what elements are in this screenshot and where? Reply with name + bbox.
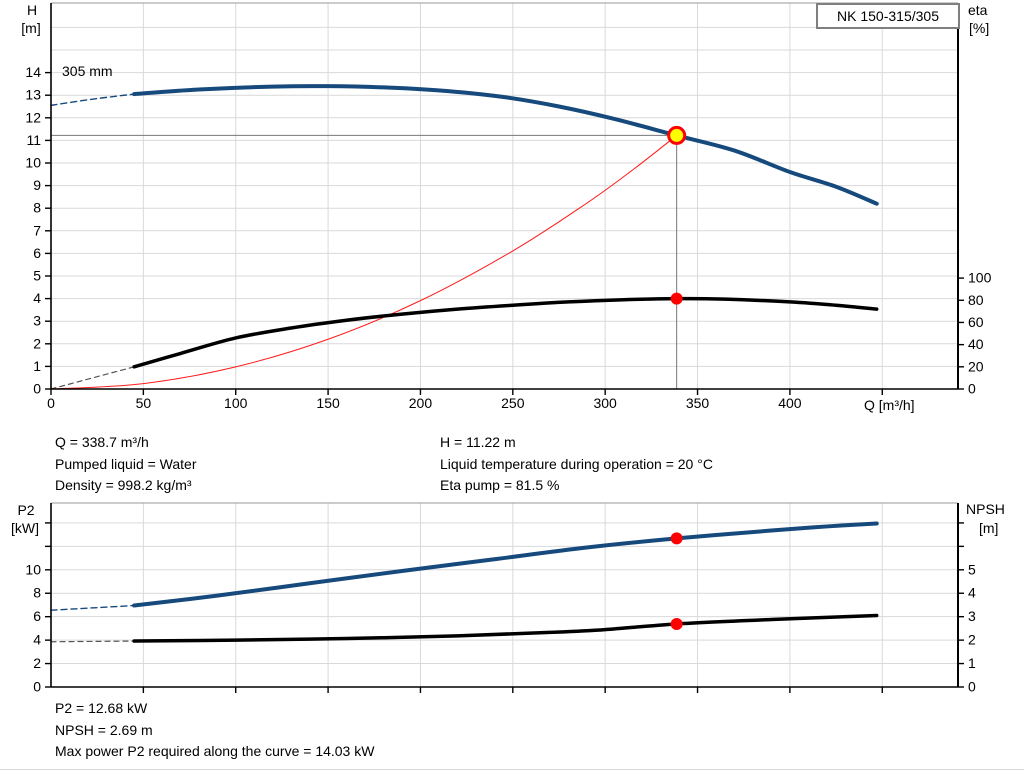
impeller-diameter-label: 305 mm	[62, 63, 113, 79]
tick-label: 3	[33, 313, 41, 329]
npsh-axis-unit: [m]	[979, 520, 999, 536]
tick-label: 0	[968, 381, 976, 397]
tick-label: 2	[33, 335, 41, 351]
eta-axis-unit: [%]	[969, 20, 990, 36]
tick-label: 60	[968, 314, 984, 330]
tick-label: 8	[33, 200, 41, 216]
p2-value-text: P2 = 12.68 kW	[55, 700, 148, 716]
tick-label: 10	[25, 155, 41, 171]
head-value-text: H = 11.22 m	[440, 434, 516, 450]
pump-model-badge: NK 150-315/305	[816, 3, 960, 29]
tick-label: 100	[224, 395, 248, 411]
eta-operating-point	[670, 292, 683, 305]
tick-label: 0	[33, 381, 41, 397]
tick-label: 250	[501, 395, 525, 411]
tick-label: 13	[25, 87, 41, 103]
liquid-temperature-text: Liquid temperature during operation = 20…	[440, 456, 713, 472]
npsh-value-text: NPSH = 2.69 m	[55, 722, 153, 738]
tick-label: 8	[33, 585, 41, 601]
tick-label: 0	[968, 679, 976, 695]
tick-label: 20	[968, 358, 984, 374]
p2-axis-unit: [kW]	[11, 520, 39, 536]
tick-label: 1	[33, 358, 41, 374]
eta-curve	[132, 296, 879, 369]
p2-curve-dashed	[50, 604, 135, 611]
eta-curve-dashed	[50, 366, 135, 390]
tick-label: 10	[25, 561, 41, 577]
flow-value-text: Q = 338.7 m³/h	[55, 434, 149, 450]
tick-label: 50	[136, 395, 152, 411]
tick-label: 6	[33, 245, 41, 261]
npsh-curve-dashed	[50, 640, 135, 643]
tick-label: 4	[968, 585, 976, 601]
tick-label: 1	[968, 655, 976, 671]
system-curve	[50, 134, 678, 390]
h-axis-label: H	[26, 2, 38, 18]
head-curve-dashed	[50, 93, 135, 107]
tick-label: 200	[409, 395, 433, 411]
tick-label: 150	[316, 395, 340, 411]
tick-label: 100	[968, 270, 992, 286]
p2-curve	[132, 521, 879, 608]
tick-label: 9	[33, 177, 41, 193]
tick-label: 80	[968, 292, 984, 308]
tick-label: 11	[26, 132, 41, 148]
tick-label: 40	[968, 336, 984, 352]
tick-label: 12	[25, 109, 41, 125]
h-axis-unit: [m]	[21, 20, 41, 36]
tick-label: 300	[593, 395, 617, 411]
tick-label: 5	[968, 561, 976, 577]
head-curve	[132, 84, 879, 206]
npsh-operating-point	[670, 617, 683, 630]
tick-label: 350	[686, 395, 710, 411]
eta-pump-text: Eta pump = 81.5 %	[440, 477, 560, 493]
p2-axis-label: P2	[17, 502, 35, 518]
eta-axis-label: eta	[968, 2, 988, 18]
p2-npsh-chart: 0 2 4 6 8 10 0 1 2 3 4 5	[25, 502, 976, 695]
npsh-curve	[132, 613, 879, 643]
tick-label: 5	[33, 268, 41, 284]
npsh-axis-label: NPSH	[966, 501, 1005, 517]
tick-label: 2	[33, 655, 41, 671]
pumped-liquid-text: Pumped liquid = Water	[55, 456, 197, 472]
density-text: Density = 998.2 kg/m³	[55, 477, 192, 493]
tick-label: 4	[33, 632, 41, 648]
tick-label: 2	[968, 632, 976, 648]
tick-label: 400	[778, 395, 802, 411]
tick-label: 0	[47, 395, 55, 411]
q-axis-label: Q [m³/h]	[864, 397, 915, 413]
max-power-text: Max power P2 required along the curve = …	[55, 743, 375, 759]
p2-operating-point	[670, 532, 683, 545]
tick-label: 0	[33, 679, 41, 695]
tick-label: 14	[25, 64, 41, 80]
tick-label: 3	[968, 608, 976, 624]
bottom-divider	[0, 769, 1024, 770]
tick-label: 4	[33, 290, 41, 306]
tick-label: 7	[33, 222, 41, 238]
tick-label: 6	[33, 608, 41, 624]
duty-point[interactable]	[667, 125, 687, 145]
